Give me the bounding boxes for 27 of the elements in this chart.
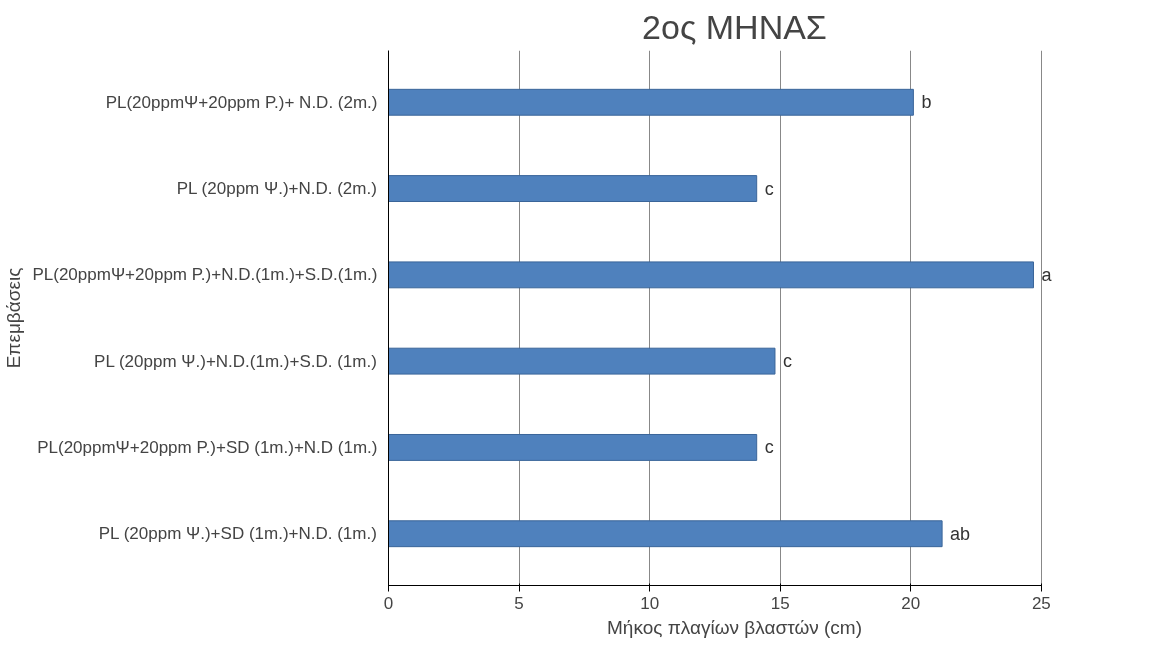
annotation: ab: [950, 523, 971, 544]
y-tick-label: PL(20ppmΨ+20ppm P.)+N.D.(1m.)+S.D.(1m.): [32, 265, 378, 285]
annotation: c: [782, 351, 792, 372]
bar: [388, 520, 943, 548]
y-tick-label: PL(20ppmΨ+20ppm P.)+ N.D. (2m.): [105, 92, 378, 112]
bar: [388, 175, 758, 203]
bar: [388, 347, 776, 375]
x-tick-label: 25: [1031, 593, 1051, 613]
bar: [388, 433, 758, 461]
y-tick-label: PL (20ppm Ψ.)+SD (1m.)+N.D. (1m.): [98, 524, 377, 544]
y-tick-label: PL (20ppm Ψ.)+N.D.(1m.)+S.D. (1m.): [94, 351, 377, 371]
y-tick-label: PL(20ppmΨ+20ppm P.)+SD (1m.)+N.D (1m.): [37, 437, 378, 457]
annotation: b: [921, 92, 932, 113]
x-tick-label: 20: [901, 593, 921, 613]
y-axis-title: Επεμβάσεις: [3, 267, 25, 369]
bar: [388, 88, 914, 116]
chart-title: 2ος ΜΗΝΑΣ: [642, 7, 827, 46]
annotation: c: [764, 178, 774, 199]
annotation: c: [764, 437, 774, 458]
x-axis-title: Μήκος πλαγίων βλαστών (cm): [607, 616, 863, 638]
x-tick-label: 15: [770, 593, 790, 613]
y-tick-label: PL (20ppm Ψ.)+N.D. (2m.): [176, 179, 377, 199]
x-tick-label: 5: [514, 593, 524, 613]
x-tick-label: 0: [383, 593, 394, 613]
annotation: a: [1041, 264, 1053, 285]
bar: [388, 261, 1034, 289]
x-tick-label: 10: [640, 593, 660, 613]
